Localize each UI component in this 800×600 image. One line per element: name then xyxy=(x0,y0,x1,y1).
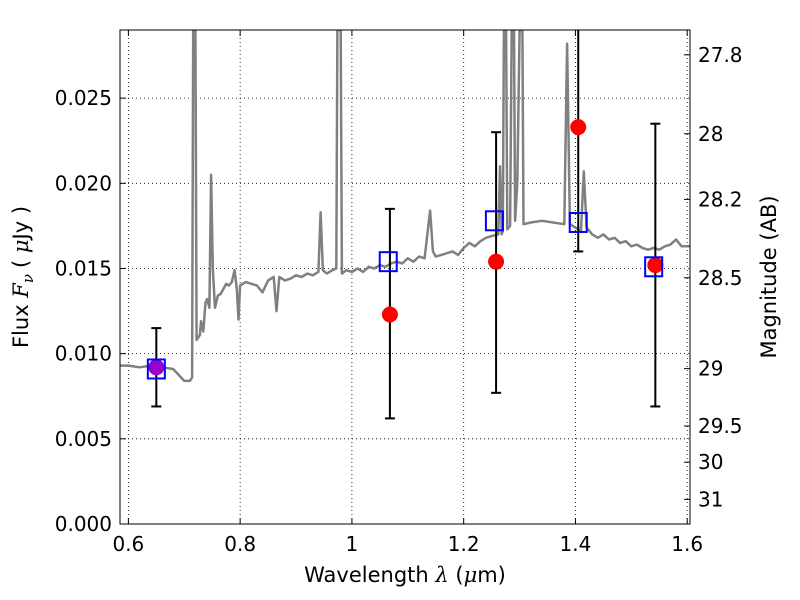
mag-tick-label: 28.2 xyxy=(698,187,743,211)
model-squares xyxy=(146,210,664,380)
mag-tick-label: 29.5 xyxy=(698,414,743,438)
model-square xyxy=(146,358,166,380)
y-axis-ticks: 0.000 0.005 0.010 0.015 0.020 0.025 xyxy=(55,86,126,536)
x-tick-label: 0.8 xyxy=(224,532,256,556)
x-tick-label: 1.2 xyxy=(448,532,480,556)
mag-tick-label: 29 xyxy=(698,357,723,381)
x-tick-label: 0.6 xyxy=(112,532,144,556)
y-tick-label: 0.025 xyxy=(55,86,112,110)
x-tick-label: 1 xyxy=(346,532,359,556)
x-tick-label: 1.4 xyxy=(560,532,592,556)
y-tick-label: 0.020 xyxy=(55,171,112,195)
mag-tick-label: 27.8 xyxy=(698,43,743,67)
model-square xyxy=(568,211,588,233)
observed-point xyxy=(381,306,398,323)
observed-points xyxy=(148,119,664,376)
model-square xyxy=(484,210,504,232)
right-axis-label: Magnitude (AB) xyxy=(757,195,781,358)
y-tick-label: 0.005 xyxy=(55,427,112,451)
x-axis-ticks: 0.6 0.8 1 1.2 1.4 1.6 xyxy=(112,30,703,556)
observed-point xyxy=(148,359,165,376)
x-axis-label: Wavelength λ (μm) xyxy=(304,563,506,587)
x-tick-label: 1.6 xyxy=(671,532,703,556)
y-tick-label: 0.010 xyxy=(55,342,112,366)
observed-point xyxy=(570,119,587,136)
y-tick-label: 0.000 xyxy=(55,512,112,536)
grid-lines xyxy=(120,30,690,524)
mag-tick-label: 31 xyxy=(698,487,723,511)
model-square xyxy=(644,256,664,278)
y-tick-label: 0.015 xyxy=(55,256,112,280)
magnitude-axis-ticks: 27.8 28 28.2 28.5 29 29.5 30 31 xyxy=(684,43,743,511)
mag-tick-label: 30 xyxy=(698,450,723,474)
model-square xyxy=(378,251,398,273)
observed-point xyxy=(647,257,664,274)
plot-frame xyxy=(119,29,691,525)
mag-tick-label: 28 xyxy=(698,122,723,146)
y-axis-label: Flux Fν( μJy ) xyxy=(9,206,37,348)
mag-tick-label: 28.5 xyxy=(698,266,743,290)
observed-point xyxy=(488,253,505,270)
